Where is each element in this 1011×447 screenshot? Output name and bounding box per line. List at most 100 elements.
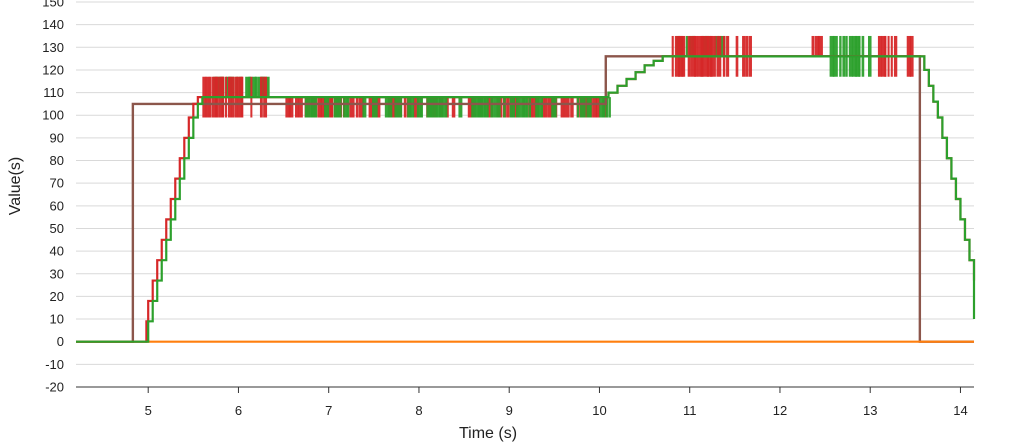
noise-bar: [592, 97, 597, 118]
noise-bar: [372, 97, 378, 118]
noise-bar: [432, 97, 438, 118]
noise-bar: [467, 97, 473, 118]
series-line-0: [76, 55, 974, 343]
series-line-3: [76, 55, 976, 343]
noise-bar: [685, 35, 689, 57]
y-axis-title: Value(s): [7, 157, 24, 215]
y-tick-label: 150: [42, 0, 64, 10]
y-tick-label: 40: [50, 244, 64, 259]
y-tick-label: 50: [50, 221, 64, 236]
noise-bar: [595, 97, 601, 118]
x-tick-label: 7: [325, 403, 332, 418]
x-tick-label: 8: [415, 403, 422, 418]
noise-bar: [535, 97, 539, 118]
x-tick-label: 9: [506, 403, 513, 418]
noise-bar: [436, 97, 441, 118]
noise-bar: [814, 35, 820, 57]
x-tick-label: 6: [235, 403, 242, 418]
noise-bar: [538, 97, 544, 118]
y-tick-label: 120: [42, 62, 64, 77]
noise-bar: [343, 97, 349, 118]
noise-bar: [330, 97, 333, 118]
x-tick-label: 13: [863, 403, 877, 418]
noise-bar: [458, 97, 463, 118]
x-tick-label: 5: [145, 403, 152, 418]
noise-bar: [349, 97, 355, 118]
noise-bar: [451, 97, 456, 118]
noise-bar: [586, 97, 592, 118]
noise-bar: [355, 97, 359, 118]
noise-bar: [394, 97, 399, 118]
noise-bar: [496, 97, 501, 118]
noise-bar: [388, 97, 393, 118]
noise-bar: [298, 97, 303, 118]
x-tick-label: 10: [592, 403, 606, 418]
noise-bar: [589, 97, 592, 118]
noise-bar: [416, 97, 423, 118]
y-tick-label: 130: [42, 40, 64, 55]
noise-bar: [484, 97, 489, 118]
noise-bar: [509, 97, 514, 118]
noise-bar: [426, 97, 433, 118]
series-lines: [76, 55, 976, 343]
noise-bar: [554, 97, 557, 118]
noise-bar: [551, 97, 556, 118]
noise-bar: [516, 97, 520, 118]
noise-bar: [522, 97, 528, 118]
noise-bar: [560, 97, 565, 118]
y-tick-label: 20: [50, 289, 64, 304]
noise-bar: [336, 97, 342, 118]
noise-bar: [599, 97, 605, 118]
noise-bar: [254, 76, 258, 98]
noise-bar: [308, 97, 313, 118]
noise-bar: [311, 97, 316, 118]
noise-bar: [248, 76, 251, 98]
y-tick-label: 30: [50, 266, 64, 281]
noise-bar: [528, 97, 532, 118]
noise-bar: [471, 97, 477, 118]
noise-bar: [429, 97, 434, 118]
noise-bar: [326, 97, 333, 118]
noise-bar: [817, 35, 823, 57]
noise-band: [304, 97, 611, 118]
x-tick-label: 11: [683, 403, 697, 418]
noise-bar: [333, 97, 339, 118]
y-tick-label: 80: [50, 153, 64, 168]
noise-bar: [304, 97, 308, 118]
noise-bar: [525, 97, 529, 118]
noise-bar: [480, 97, 487, 118]
noise-bar: [245, 76, 251, 98]
noise-bar: [608, 97, 611, 118]
noise-bar: [563, 97, 570, 118]
x-axis-title: Time (s): [459, 425, 517, 442]
noise-bar: [384, 97, 389, 118]
noise-bar: [531, 97, 537, 118]
axes: [76, 386, 974, 393]
noise-bar: [519, 97, 526, 118]
y-tick-label: 10: [50, 312, 64, 327]
noise-bar: [261, 76, 265, 98]
noise-bar: [314, 97, 318, 118]
noise-bar: [407, 97, 412, 118]
noise-bar: [477, 97, 483, 118]
noise-bar: [324, 97, 330, 118]
noise-bar: [474, 97, 481, 118]
noise-bar: [547, 97, 554, 118]
noise-bar: [251, 76, 257, 98]
y-tick-label: 0: [57, 334, 64, 349]
noise-bar: [811, 35, 815, 57]
noise-bar: [368, 97, 374, 118]
noise-bar: [506, 97, 510, 118]
y-tick-label: 100: [42, 108, 64, 123]
noise-band: [811, 35, 823, 57]
y-tick-label: -20: [45, 380, 64, 395]
y-tick-label: 90: [50, 130, 64, 145]
y-tick-label: 70: [50, 176, 64, 191]
noise-bar: [317, 97, 322, 118]
noise-bar: [512, 97, 516, 118]
y-tick-label: -10: [45, 357, 64, 372]
noise-bar: [397, 97, 403, 118]
noise-bar: [442, 97, 448, 118]
noise-bar: [294, 97, 299, 118]
